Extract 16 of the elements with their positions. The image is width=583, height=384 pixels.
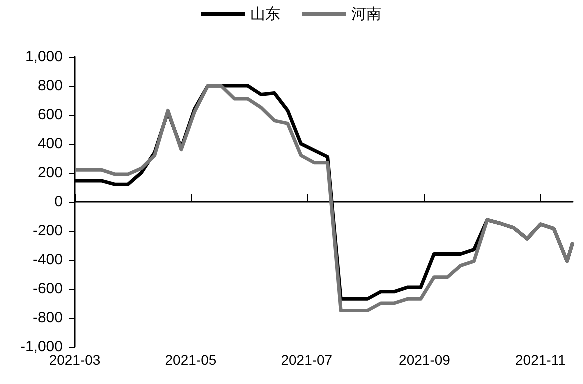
x-tick-label: 2021-11 — [516, 352, 566, 368]
y-tick-label: 1,000 — [25, 48, 63, 66]
y-tick-label: 400 — [38, 136, 63, 152]
legend-label: 河南 — [352, 6, 382, 23]
x-tick-label: 2021-07 — [281, 352, 333, 368]
x-tick-label: 2021-09 — [399, 352, 451, 368]
y-tick-label: 600 — [38, 106, 63, 124]
y-tick-label: 0 — [54, 194, 63, 210]
y-tick-label: -600 — [32, 280, 63, 298]
y-tick-label: -400 — [32, 252, 63, 268]
y-tick-label: -800 — [32, 310, 63, 326]
y-tick-label: 800 — [38, 78, 63, 94]
x-tick-label: 2021-05 — [165, 352, 217, 368]
legend-label: 山东 — [250, 6, 280, 23]
y-tick-label: -200 — [32, 222, 63, 240]
y-tick-label: 200 — [38, 164, 63, 182]
